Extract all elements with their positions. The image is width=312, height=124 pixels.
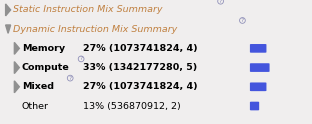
Text: ?: ? bbox=[241, 18, 244, 23]
Text: ?: ? bbox=[80, 56, 83, 61]
Text: Static Instruction Mix Summary: Static Instruction Mix Summary bbox=[13, 5, 163, 14]
Text: Other: Other bbox=[22, 102, 49, 110]
Text: 27% (1073741824, 4): 27% (1073741824, 4) bbox=[83, 44, 197, 53]
Polygon shape bbox=[6, 25, 11, 33]
Polygon shape bbox=[14, 81, 19, 93]
FancyBboxPatch shape bbox=[250, 63, 270, 72]
Text: 27% (1073741824, 4): 27% (1073741824, 4) bbox=[83, 82, 197, 91]
FancyBboxPatch shape bbox=[250, 44, 266, 53]
Text: Mixed: Mixed bbox=[22, 82, 54, 91]
Text: 13% (536870912, 2): 13% (536870912, 2) bbox=[83, 102, 180, 110]
FancyBboxPatch shape bbox=[250, 102, 259, 110]
Polygon shape bbox=[14, 42, 19, 54]
Polygon shape bbox=[14, 62, 19, 74]
Text: ?: ? bbox=[69, 76, 72, 81]
Text: Memory: Memory bbox=[22, 44, 65, 53]
Text: Dynamic Instruction Mix Summary: Dynamic Instruction Mix Summary bbox=[13, 25, 177, 34]
FancyBboxPatch shape bbox=[250, 82, 266, 91]
Polygon shape bbox=[6, 4, 11, 16]
Text: ?: ? bbox=[219, 0, 222, 4]
Text: Compute: Compute bbox=[22, 63, 70, 72]
Text: 33% (1342177280, 5): 33% (1342177280, 5) bbox=[83, 63, 197, 72]
